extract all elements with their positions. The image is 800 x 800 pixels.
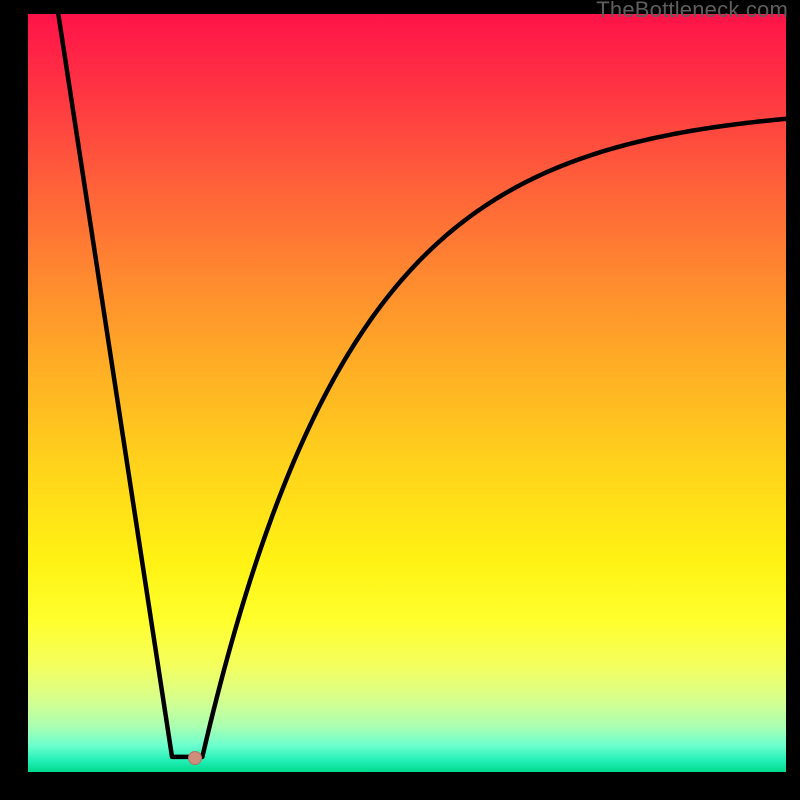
chart-stage: TheBottleneck.com [0,0,800,800]
plot-area [28,14,786,772]
bottleneck-curve [28,14,786,772]
watermark-text: TheBottleneck.com [596,0,788,23]
optimal-point-marker [188,751,202,765]
